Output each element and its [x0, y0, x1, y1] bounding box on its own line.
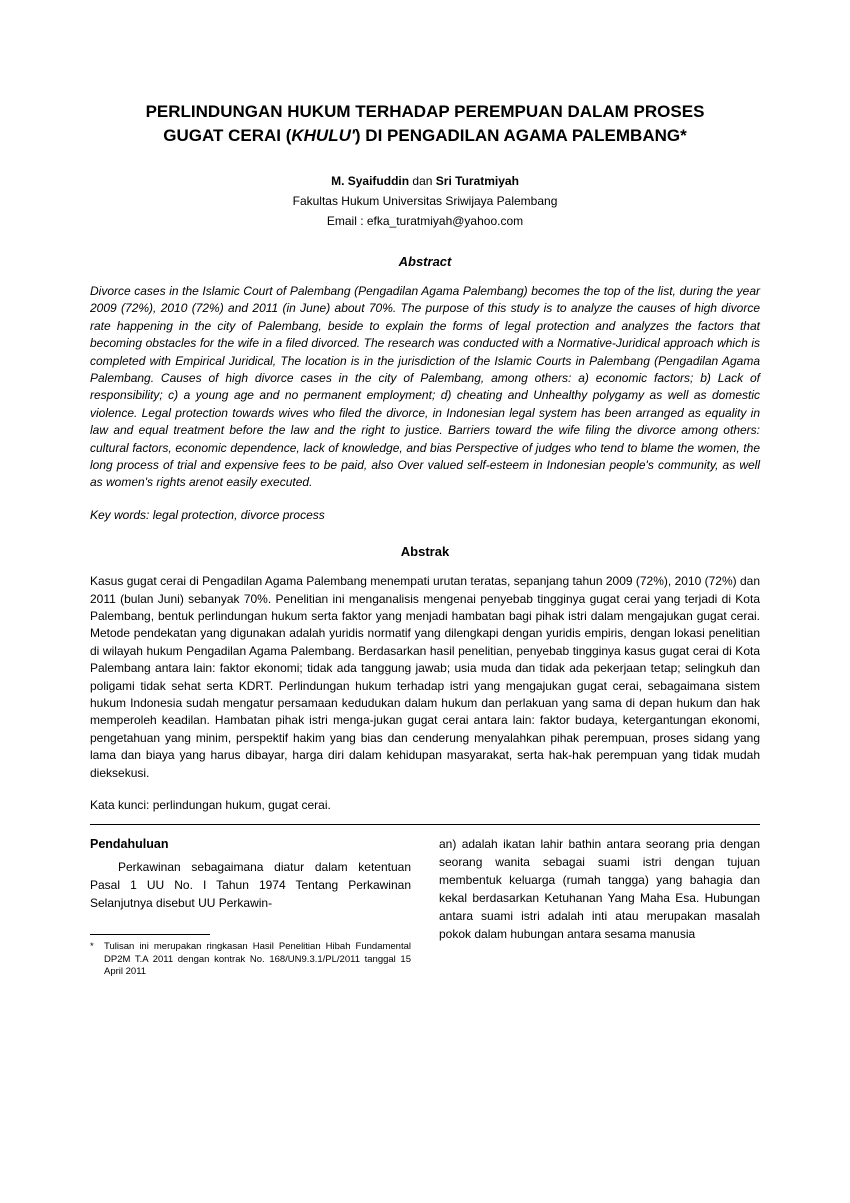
affiliation: Fakultas Hukum Universitas Sriwijaya Pal…: [90, 192, 760, 210]
author-2: Sri Turatmiyah: [436, 174, 519, 188]
section-heading-pendahuluan: Pendahuluan: [90, 835, 411, 854]
paper-title: PERLINDUNGAN HUKUM TERHADAP PEREMPUAN DA…: [90, 100, 760, 148]
authors-conj: dan: [409, 174, 436, 188]
col2-para1: an) adalah ikatan lahir bathin antara se…: [439, 835, 760, 943]
column-left: Pendahuluan Perkawinan sebagaimana diatu…: [90, 835, 411, 979]
footnote-divider: [90, 934, 210, 935]
footnote: * Tulisan ini merupakan ringkasan Hasil …: [90, 941, 411, 979]
authors-line: M. Syaifuddin dan Sri Turatmiyah: [90, 172, 760, 190]
abstract-heading-en: Abstract: [90, 252, 760, 272]
column-right: an) adalah ikatan lahir bathin antara se…: [439, 835, 760, 979]
body-columns: Pendahuluan Perkawinan sebagaimana diatu…: [90, 835, 760, 979]
abstract-body-id: Kasus gugat cerai di Pengadilan Agama Pa…: [90, 573, 760, 782]
abstract-body-en: Divorce cases in the Islamic Court of Pa…: [90, 283, 760, 492]
col1-para1: Perkawinan sebagaimana diatur dalam kete…: [90, 858, 411, 912]
abstract-heading-id: Abstrak: [90, 542, 760, 562]
footnote-text: Tulisan ini merupakan ringkasan Hasil Pe…: [104, 941, 411, 979]
email: Email : efka_turatmiyah@yahoo.com: [90, 212, 760, 230]
title-line2-pre: GUGAT CERAI (: [163, 126, 291, 145]
title-italic: KHULU': [291, 126, 355, 145]
keywords-id: Kata kunci: perlindungan hukum, gugat ce…: [90, 796, 760, 814]
footnote-marker: *: [90, 941, 104, 979]
section-divider: [90, 824, 760, 825]
title-line1: PERLINDUNGAN HUKUM TERHADAP PEREMPUAN DA…: [146, 102, 705, 121]
author-1: M. Syaifuddin: [331, 174, 409, 188]
title-line2-post: ) DI PENGADILAN AGAMA PALEMBANG: [355, 126, 680, 145]
keywords-en: Key words: legal protection, divorce pro…: [90, 506, 760, 524]
title-asterisk: *: [680, 126, 687, 145]
